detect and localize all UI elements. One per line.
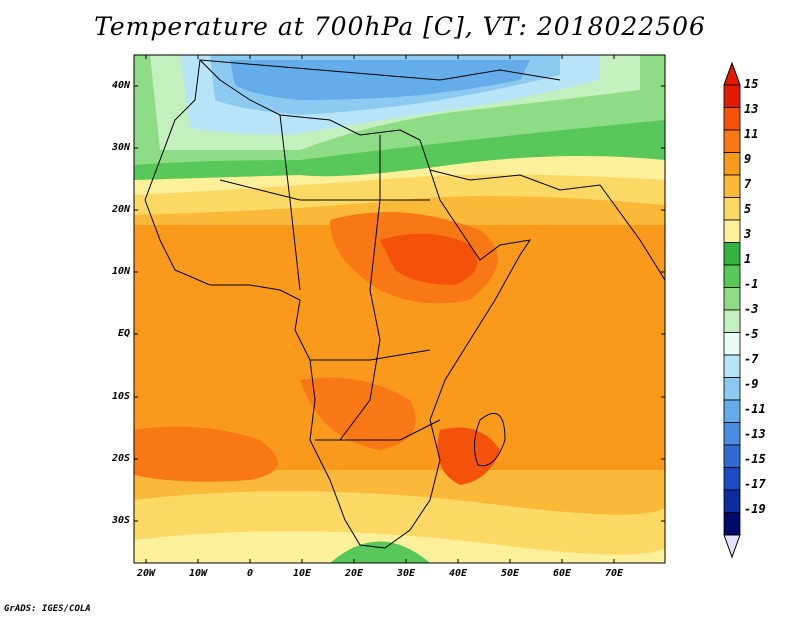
colorbar-label: -19 [744,502,766,516]
lon-label-60e: 60E [552,568,572,579]
lat-label-10s: 10S [111,391,130,402]
madagascar-outline [474,412,506,467]
lon-label-10w: 10W [188,568,208,579]
colorbar-swatch [723,444,741,468]
colorbar-label: -15 [744,452,766,466]
colorbar-swatch [723,399,741,423]
colorbar-swatch [723,332,741,356]
lon-label-20w: 20W [136,568,156,579]
colorbar-swatch [723,107,741,131]
colorbar-swatch [723,309,741,333]
lon-label-20e: 20E [344,568,364,579]
lat-label-20s: 20S [111,453,130,464]
colorbar-label: 13 [744,102,759,116]
colorbar-swatch [723,512,741,536]
border-3 [310,349,431,361]
lat-label-10n: 10N [111,266,130,277]
lon-label-50e: 50E [500,568,520,579]
colorbar-label: -17 [744,477,766,491]
colorbar-swatch [723,377,741,401]
colorbar-swatch [723,422,741,446]
colorbar-swatch [723,129,741,153]
map-title: Temperature at 700hPa [C], VT: 201802250… [94,12,706,41]
colorbar-swatch [723,84,741,108]
border-sahel [219,179,430,201]
colorbar-label: -13 [744,427,766,441]
lat-label-40n: 40N [111,80,130,91]
border-1 [279,114,301,291]
colorbar-label: -11 [744,402,766,416]
colorbar-label: 9 [744,152,752,166]
colorbar-label: -5 [744,327,759,341]
colorbar-label: 11 [744,127,759,141]
plot-frame [133,54,666,564]
colorbar-swatch [723,197,741,221]
colorbar-swatch [723,152,741,176]
field-11-sw-core [134,426,278,482]
colorbar-swatch [723,219,741,243]
africa-outline [144,58,532,549]
colorbar-bottom-arrow [723,534,741,559]
lon-label-70e: 70E [604,568,624,579]
colorbar-label: -1 [744,277,759,291]
coastlines [144,58,665,549]
colorbar-label: -7 [744,352,759,366]
lat-label-eq: EQ [117,328,130,339]
colorbar-label: -9 [744,377,759,391]
colorbar-label: 1 [744,252,752,266]
colorbar-swatch [723,287,741,311]
field-m9-north [230,60,530,100]
colorbar-label: 3 [744,227,752,241]
lat-label-30s: 30S [111,515,130,526]
lat-label-20n: 20N [111,204,130,215]
field-13-south-core [437,427,500,485]
border-4 [315,419,441,441]
temperature-field [134,55,665,563]
europe-coast [199,59,561,81]
field-11-central-core [300,377,416,450]
lon-label-40e: 40E [448,568,468,579]
colorbar-swatch [723,174,741,198]
colorbar-swatch [723,264,741,288]
credit-text: GrADS: IGES/COLA [4,604,91,614]
colorbar [723,61,741,559]
colorbar-top-arrow [723,61,741,86]
lon-label-30e: 30E [396,568,416,579]
lon-label-0: 0 [246,568,254,579]
arabia-india-coast [429,169,665,281]
border-2 [339,135,381,441]
colorbar-label: 7 [744,177,752,191]
colorbar-label: 15 [744,77,759,91]
axis-ticks [134,55,665,563]
lat-label-30n: 30N [111,142,130,153]
lon-label-10e: 10E [292,568,312,579]
field-cold-southtip [330,541,430,563]
colorbar-label: 5 [744,202,752,216]
colorbar-swatch [723,354,741,378]
colorbar-swatch [723,242,741,266]
field-13-north-core [380,233,478,285]
colorbar-label: -3 [744,302,759,316]
colorbar-swatch [723,467,741,491]
colorbar-swatch [723,489,741,513]
